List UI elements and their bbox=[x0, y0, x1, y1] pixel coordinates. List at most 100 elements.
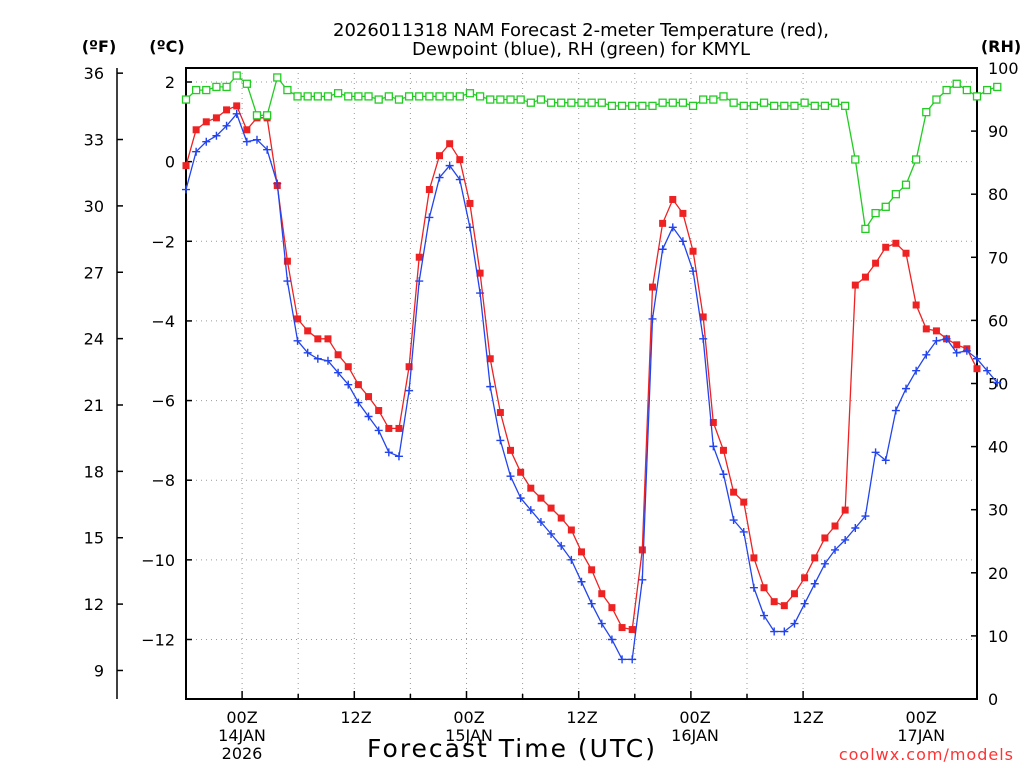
rh-point bbox=[810, 101, 819, 111]
dewpoint-point bbox=[344, 380, 353, 389]
rh-tick-label: 30 bbox=[988, 501, 1008, 520]
dewpoint-point bbox=[435, 173, 444, 182]
rh-point bbox=[455, 92, 464, 101]
axes: 20−2−4−6−8−10−12363330272421181512910090… bbox=[84, 59, 1019, 709]
temperature-point bbox=[750, 554, 758, 562]
dewpoint-point bbox=[973, 354, 981, 363]
rh-point bbox=[699, 95, 708, 104]
dewpoint-point bbox=[384, 448, 393, 457]
fahrenheit-unit-label: (ºF) bbox=[82, 37, 117, 56]
dewpoint-point bbox=[557, 541, 566, 550]
temperature-point bbox=[405, 363, 413, 371]
rh-point bbox=[638, 101, 647, 111]
dewpoint-point bbox=[313, 354, 322, 363]
fahrenheit-tick-label: 27 bbox=[84, 263, 104, 282]
rh-point bbox=[323, 92, 333, 101]
dewpoint-point bbox=[749, 583, 758, 592]
temperature-point bbox=[588, 566, 596, 574]
dewpoint-point bbox=[405, 386, 414, 395]
temperature-point bbox=[831, 522, 839, 530]
rh-point bbox=[404, 92, 414, 101]
celsius-tick-label: 2 bbox=[165, 73, 175, 92]
temperature-point bbox=[567, 526, 575, 534]
rh-point bbox=[901, 180, 911, 189]
rh-point bbox=[871, 208, 880, 218]
dewpoint-point bbox=[810, 579, 819, 588]
dewpoint-point bbox=[577, 577, 586, 586]
temperature-point bbox=[699, 313, 707, 321]
dewpoint-point bbox=[597, 619, 606, 628]
temperature-point bbox=[730, 488, 738, 496]
dewpoint-point bbox=[648, 314, 657, 323]
rh-point bbox=[851, 155, 860, 164]
fahrenheit-tick-label: 36 bbox=[84, 64, 104, 83]
dewpoint-point bbox=[689, 267, 698, 276]
rh-point bbox=[273, 73, 282, 82]
temperature-point bbox=[517, 468, 525, 476]
rh-point bbox=[516, 95, 525, 104]
dewpoint-point bbox=[283, 277, 292, 286]
rh-point bbox=[354, 92, 363, 101]
dewpoint-point bbox=[790, 619, 799, 628]
dewpoint-point bbox=[881, 456, 890, 465]
temperature-point bbox=[446, 140, 454, 148]
dewpoint-point bbox=[709, 442, 718, 451]
rh-point bbox=[790, 101, 799, 111]
rh-point bbox=[993, 82, 1002, 92]
dewpoint-point bbox=[668, 223, 677, 232]
temperature-point bbox=[659, 219, 667, 227]
fahrenheit-tick-label: 24 bbox=[84, 330, 104, 349]
series-layer bbox=[181, 71, 1002, 664]
dewpoint-point bbox=[415, 277, 424, 286]
x-tick-label: 00Z bbox=[453, 708, 484, 727]
temperature-point bbox=[851, 281, 859, 289]
rh-point bbox=[932, 95, 941, 104]
dewpoint-point bbox=[729, 516, 738, 525]
temperature-point bbox=[557, 514, 565, 522]
dewpoint-point bbox=[841, 535, 850, 544]
rh-point bbox=[800, 98, 809, 107]
temperature-point bbox=[294, 315, 302, 323]
dewpoint-point bbox=[760, 611, 769, 620]
dewpoint-point bbox=[202, 137, 211, 146]
rh-point bbox=[557, 98, 566, 107]
temperature-point bbox=[324, 335, 332, 343]
rh-point bbox=[709, 95, 718, 104]
rh-point bbox=[597, 98, 606, 107]
rh-point bbox=[303, 92, 312, 101]
x-tick-label: 17JAN bbox=[897, 726, 945, 745]
rh-tick-label: 60 bbox=[988, 311, 1008, 330]
rh-unit-label: (RH) bbox=[981, 37, 1021, 56]
celsius-tick-label: −2 bbox=[151, 232, 175, 251]
dewpoint-point bbox=[952, 348, 961, 357]
rh-point bbox=[242, 79, 251, 88]
rh-tick-label: 20 bbox=[988, 564, 1008, 583]
dewpoint-point bbox=[506, 472, 515, 481]
series-dewpoint bbox=[182, 109, 1002, 664]
dewpoint-point bbox=[303, 348, 312, 357]
dewpoint-point bbox=[739, 527, 748, 536]
x-tick-label: 00Z bbox=[226, 708, 257, 727]
fahrenheit-tick-label: 21 bbox=[84, 396, 104, 415]
temperature-point bbox=[415, 253, 423, 261]
fahrenheit-tick-label: 12 bbox=[84, 595, 104, 614]
x-tick-label: 12Z bbox=[340, 708, 371, 727]
dewpoint-point bbox=[425, 213, 434, 222]
rh-point bbox=[212, 82, 221, 92]
rh-point bbox=[577, 98, 586, 107]
celsius-tick-label: 0 bbox=[165, 153, 175, 172]
rh-tick-label: 0 bbox=[988, 690, 998, 709]
dewpoint-point bbox=[293, 336, 302, 345]
rh-tick-label: 40 bbox=[988, 438, 1008, 457]
temperature-point bbox=[638, 546, 646, 554]
rh-point bbox=[678, 98, 688, 107]
dewpoint-point bbox=[323, 356, 332, 365]
temperature-point bbox=[608, 604, 616, 612]
rh-point bbox=[912, 155, 921, 164]
dewpoint-point bbox=[334, 368, 343, 377]
dewpoint-point bbox=[476, 289, 485, 298]
temperature-point bbox=[202, 118, 210, 126]
temperature-point bbox=[456, 156, 464, 164]
rh-point bbox=[607, 101, 617, 111]
dewpoint-point bbox=[983, 366, 992, 375]
